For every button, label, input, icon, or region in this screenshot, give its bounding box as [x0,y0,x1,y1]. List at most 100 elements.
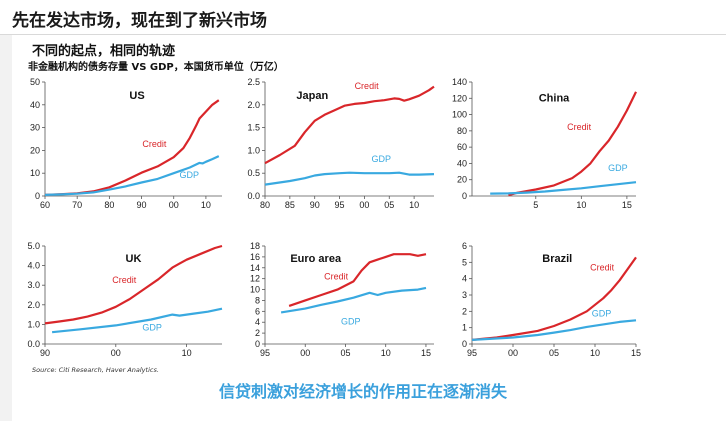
bottom-caption: 信贷刺激对经济增长的作用正在逐渐消失 [218,382,507,401]
series-line-gdp [44,155,220,196]
y-tick-label: 50 [30,77,40,87]
chart-panel: 0 20 40 60 80 100 120 140 5 10 15 China Credit GDP [452,77,637,210]
y-tick-label: 14 [250,263,260,273]
y-tick-label: 0 [35,191,40,201]
y-tick-label: 4 [255,317,260,327]
x-tick-label: 15 [631,348,641,358]
x-tick-label: 00 [169,200,179,210]
x-tick-label: 70 [72,200,82,210]
x-tick-label: 10 [201,200,211,210]
y-tick-label: 1 [462,323,467,333]
chart-title: Brazil [542,253,572,265]
y-tick-label: 30 [30,123,40,133]
chart-panel: 0 1 2 3 4 5 6 95 00 05 10 15 Brazil Credit GDP [462,241,641,358]
y-tick-label: 2.5 [247,77,260,87]
y-tick-label: 0.0 [247,191,260,201]
series-label-credit: Credit [590,263,615,273]
x-tick-label: 00 [359,200,369,210]
x-tick-label: 15 [622,200,632,210]
series-label-gdp: GDP [608,163,628,173]
chart-title: Euro area [290,253,342,265]
x-tick-label: 15 [421,348,431,358]
x-tick-label: 10 [381,348,391,358]
x-tick-label: 05 [384,200,394,210]
x-tick-label: 00 [508,348,518,358]
chart-panel: 0 10 20 30 40 50 60 70 80 90 00 10 US Credit GDP [30,77,222,210]
x-tick-label: 90 [40,348,50,358]
x-tick-label: 10 [590,348,600,358]
y-tick-label: 1.0 [27,319,40,329]
x-tick-label: 60 [40,200,50,210]
x-tick-label: 05 [340,348,350,358]
y-tick-label: 2 [462,306,467,316]
y-tick-label: 40 [457,158,467,168]
x-tick-label: 85 [285,200,295,210]
x-tick-label: 05 [549,348,559,358]
series-line-gdp [51,307,223,334]
x-tick-label: 80 [260,200,270,210]
x-tick-label: 10 [182,348,192,358]
y-tick-label: 60 [457,142,467,152]
y-tick-label: 6 [255,306,260,316]
x-tick-label: 90 [310,200,320,210]
series-label-credit: Credit [142,139,167,149]
y-tick-label: 100 [452,110,467,120]
page-title: 先在发达市场，现在到了新兴市场 [12,11,267,31]
chart-panel: 0.0 0.5 1.0 1.5 2.0 2.5 80 85 90 95 00 05 10 Japan Cre… [247,77,435,210]
y-tick-label: 2 [255,328,260,338]
chart-title: China [539,92,570,104]
y-tick-label: 18 [250,241,260,251]
x-tick-label: 00 [300,348,310,358]
y-tick-label: 2.0 [27,300,40,310]
y-tick-label: 2.0 [247,100,260,110]
y-tick-label: 8 [255,295,260,305]
y-tick-label: 16 [250,252,260,262]
series-line-gdp [490,181,637,195]
y-tick-label: 0.0 [27,339,40,349]
x-tick-label: 00 [111,348,121,358]
series-line-credit [288,253,427,307]
x-tick-label: 95 [335,200,345,210]
y-tick-label: 12 [250,274,260,284]
series-label-credit: Credit [324,271,349,281]
series-label-gdp: GDP [142,322,162,332]
y-tick-label: 80 [457,126,467,136]
y-tick-label: 40 [30,100,40,110]
x-tick-label: 80 [104,200,114,210]
x-tick-label: 95 [467,348,477,358]
series-line-credit [44,99,220,196]
series-label-credit: Credit [112,275,137,285]
series-line-credit [508,91,637,197]
chart-title: Japan [296,90,328,102]
chart-subtitle: 不同的起点，相同的轨迹 [32,44,176,59]
chart-note: 非金融机构的债务存量 VS GDP，本国货币单位（万亿） [28,62,284,73]
series-label-credit: Credit [567,122,592,132]
series-line-gdp [264,171,435,186]
series-line-credit [44,244,223,325]
series-line-gdp [280,286,427,314]
series-label-gdp: GDP [592,309,612,319]
y-tick-label: 1.0 [247,145,260,155]
y-tick-label: 120 [452,93,467,103]
chart-title: UK [126,253,142,265]
y-tick-label: 4.0 [27,261,40,271]
y-tick-label: 4 [462,274,467,284]
series-label-gdp: GDP [180,170,200,180]
y-tick-label: 6 [462,241,467,251]
x-tick-label: 5 [533,200,538,210]
chart-panel: 0.0 1.0 2.0 3.0 4.0 5.0 90 00 10 UK Credit GDP [27,241,223,358]
y-tick-label: 20 [457,175,467,185]
x-tick-label: 90 [137,200,147,210]
y-tick-label: 3 [462,290,467,300]
source-note: Source: Citi Research, Haver Analytics. [32,366,159,374]
y-tick-label: 0 [462,339,467,349]
series-label-gdp: GDP [341,316,361,326]
series-line-gdp [471,319,637,341]
y-tick-label: 20 [30,145,40,155]
y-tick-label: 0 [255,339,260,349]
y-tick-label: 3.0 [27,280,40,290]
y-tick-label: 5 [462,257,467,267]
series-label-gdp: GDP [371,154,391,164]
x-tick-label: 95 [260,348,270,358]
